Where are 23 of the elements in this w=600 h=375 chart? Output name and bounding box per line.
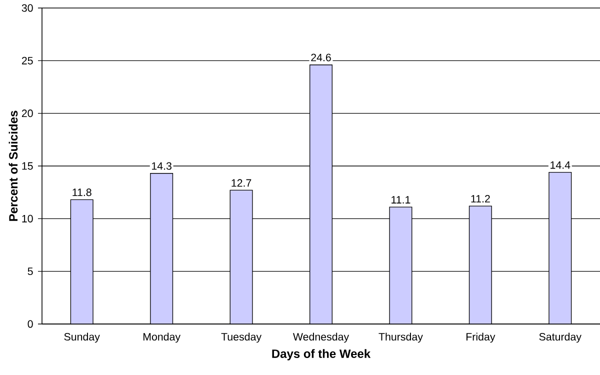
data-label: 11.2 [471,194,490,202]
x-tick-label: Thursday [378,332,423,343]
y-tick-label: 10 [22,214,33,222]
x-tick-label: Wednesday [292,332,350,343]
data-label: 14.4 [550,161,570,169]
data-label: 24.6 [311,54,331,62]
y-tick-label: 5 [28,268,33,276]
x-axis-title: Days of the Week [272,349,371,360]
x-tick-label: Saturday [539,332,582,343]
y-tick-label: 15 [22,162,33,170]
data-label: 11.1 [392,196,410,204]
x-tick-label: Friday [466,332,496,343]
y-tick-label: 25 [22,56,33,64]
x-tick-label: Sunday [64,332,100,343]
x-tick-label: Tuesday [221,332,262,343]
y-tick-label: 0 [28,320,33,328]
x-tick-label: Monday [143,332,181,343]
data-label: 12.7 [232,179,252,187]
y-tick-label: 20 [22,110,33,118]
y-axis-title: Percent of Suicides [8,110,18,221]
y-tick-label: 30 [22,4,33,12]
data-label: 14.3 [152,162,172,170]
data-label: 11.8 [72,188,92,196]
